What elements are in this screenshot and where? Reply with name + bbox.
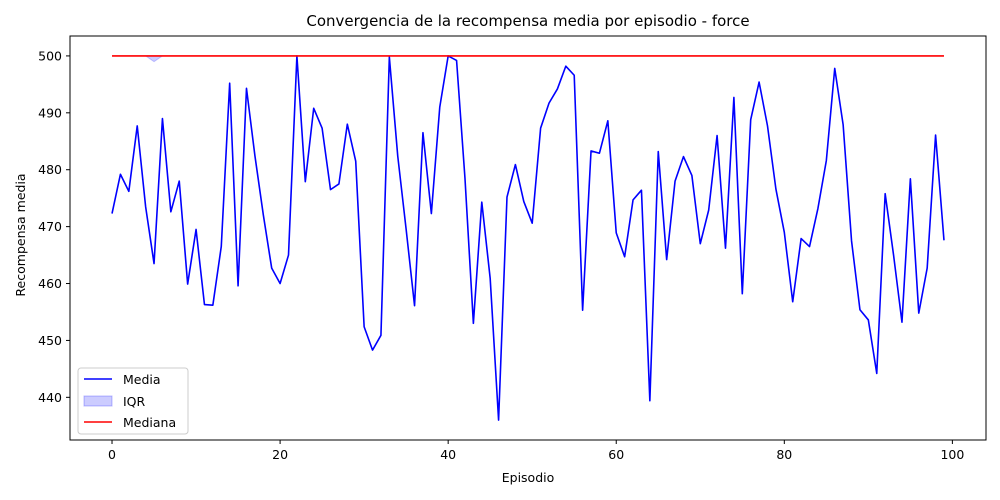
legend-label-media: Media xyxy=(123,372,161,387)
x-tick-label: 100 xyxy=(940,447,964,462)
y-tick-label: 460 xyxy=(38,276,62,291)
x-tick-label: 60 xyxy=(608,447,624,462)
legend-swatch-iqr xyxy=(83,395,113,407)
y-tick-label: 450 xyxy=(38,333,62,348)
plot-frame xyxy=(69,35,987,441)
x-tick-label: 0 xyxy=(108,447,116,462)
y-axis-label: Recompensa media xyxy=(13,173,28,296)
y-tick-label: 500 xyxy=(38,48,62,63)
legend: Media IQR Mediana xyxy=(77,367,189,435)
y-tick-label: 490 xyxy=(38,105,62,120)
plot-area xyxy=(69,35,987,441)
series-iqr-band xyxy=(112,55,944,63)
legend-label-iqr: IQR xyxy=(123,394,146,409)
legend-box xyxy=(77,367,189,435)
chart-title: Convergencia de la recompensa media por … xyxy=(306,12,749,30)
x-axis-label: Episodio xyxy=(502,470,555,485)
legend-label-mediana: Mediana xyxy=(123,415,176,430)
x-tick-label: 20 xyxy=(272,447,288,462)
x-tick-label: 40 xyxy=(440,447,456,462)
y-tick-label: 440 xyxy=(38,390,62,405)
y-tick-label: 480 xyxy=(38,162,62,177)
y-tick-label: 470 xyxy=(38,219,62,234)
x-axis: 0 20 40 60 80 100 xyxy=(108,440,964,462)
series-media-line xyxy=(111,55,945,421)
y-axis: 440 450 460 470 480 490 500 xyxy=(38,48,70,405)
x-tick-label: 80 xyxy=(776,447,792,462)
